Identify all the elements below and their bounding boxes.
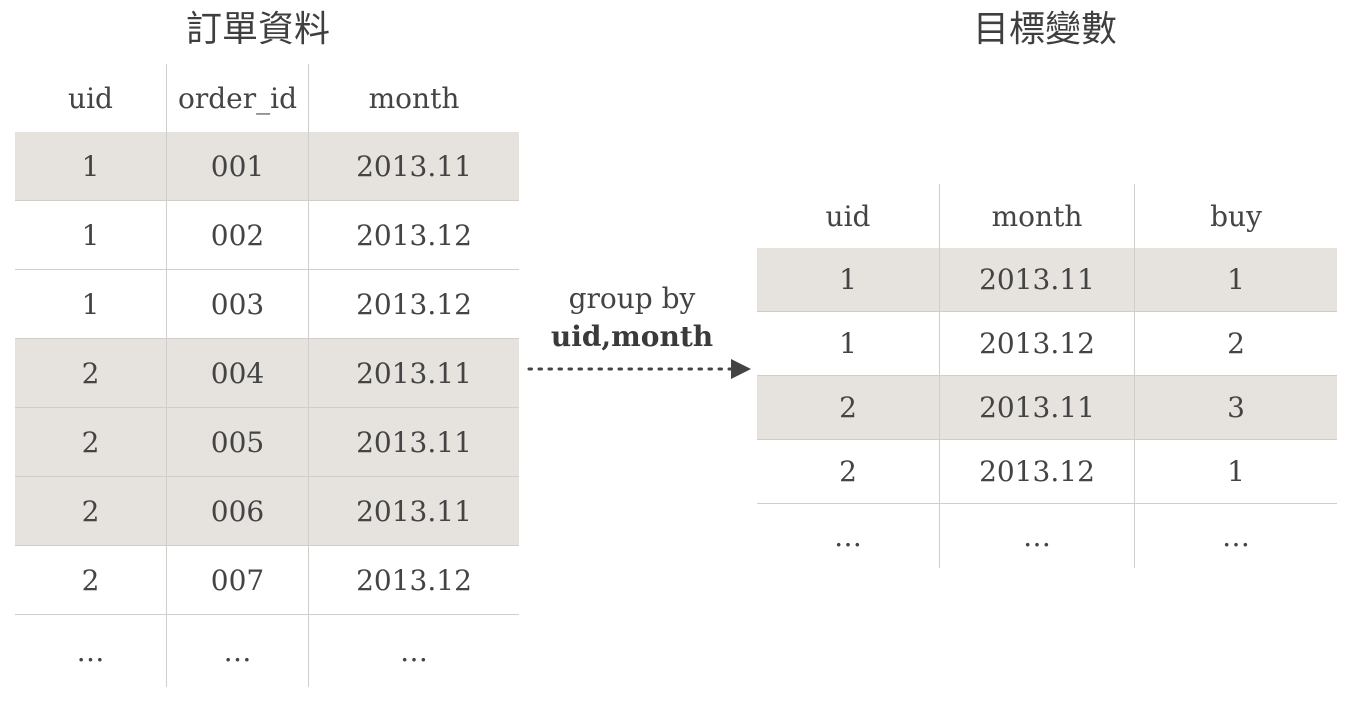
month-cell: 2013.11 <box>939 375 1135 440</box>
target-header-month: month <box>939 184 1135 248</box>
arrow-head-icon <box>731 359 751 379</box>
orders-header-month: month <box>308 64 519 132</box>
orders-header-row: uid order_id month <box>15 64 519 132</box>
target-header-uid: uid <box>757 184 940 248</box>
table-row: 2 2013.11 3 <box>757 375 1337 440</box>
target-variable-title: 目標變數 <box>973 9 1118 50</box>
buy-cell: 2 <box>1134 311 1337 376</box>
month-cell: 2013.11 <box>308 132 519 201</box>
buy-cell: … <box>1134 503 1337 568</box>
order-id-cell: 004 <box>166 338 309 408</box>
orders-header-uid: uid <box>15 64 167 132</box>
table-row: 1 2013.11 1 <box>757 248 1337 312</box>
dotted-arrow-icon <box>527 359 751 379</box>
table-row: 2 006 2013.11 <box>15 476 519 546</box>
month-cell: 2013.11 <box>308 476 519 546</box>
table-row: 2 005 2013.11 <box>15 407 519 477</box>
order-id-cell: … <box>166 614 309 687</box>
order-id-cell: 007 <box>166 545 309 615</box>
month-cell: 2013.12 <box>308 200 519 270</box>
month-cell: 2013.12 <box>308 545 519 615</box>
group-by-label: group by uid,month <box>528 280 736 356</box>
uid-cell: 2 <box>15 545 167 615</box>
buy-cell: 1 <box>1134 439 1337 504</box>
uid-cell: 1 <box>757 311 940 376</box>
buy-cell: 1 <box>1134 248 1337 312</box>
uid-cell: 2 <box>757 439 940 504</box>
order-id-cell: 002 <box>166 200 309 270</box>
month-cell: 2013.11 <box>939 248 1135 312</box>
table-row: 1 003 2013.12 <box>15 269 519 339</box>
target-table: uid month buy 1 2013.11 1 1 2013.12 2 2 … <box>757 184 1337 568</box>
table-row: 2 2013.12 1 <box>757 439 1337 504</box>
table-row-ellipsis: … … … <box>15 614 519 687</box>
month-cell: 2013.12 <box>939 311 1135 376</box>
uid-cell: 1 <box>757 248 940 312</box>
target-header-buy: buy <box>1134 184 1337 248</box>
uid-cell: 1 <box>15 269 167 339</box>
group-by-keys: uid,month <box>550 320 714 353</box>
orders-header-order-id: order_id <box>166 64 309 132</box>
order-id-cell: 001 <box>166 132 309 201</box>
uid-cell: 1 <box>15 132 167 201</box>
table-row: 2 004 2013.11 <box>15 338 519 408</box>
table-row: 1 002 2013.12 <box>15 200 519 270</box>
orders-table: uid order_id month 1 001 2013.11 1 002 2… <box>15 64 519 687</box>
order-id-cell: 005 <box>166 407 309 477</box>
month-cell: 2013.11 <box>308 338 519 408</box>
month-cell: 2013.12 <box>308 269 519 339</box>
month-cell: 2013.12 <box>939 439 1135 504</box>
order-id-cell: 006 <box>166 476 309 546</box>
uid-cell: … <box>15 614 167 687</box>
uid-cell: 2 <box>15 407 167 477</box>
month-cell: … <box>939 503 1135 568</box>
table-row: 1 2013.12 2 <box>757 311 1337 376</box>
uid-cell: 2 <box>757 375 940 440</box>
orders-data-title: 訂單資料 <box>186 9 331 50</box>
month-cell: … <box>308 614 519 687</box>
table-row-ellipsis: … … … <box>757 503 1337 568</box>
uid-cell: 2 <box>15 476 167 546</box>
target-header-row: uid month buy <box>757 184 1337 248</box>
table-row: 2 007 2013.12 <box>15 545 519 615</box>
uid-cell: 2 <box>15 338 167 408</box>
buy-cell: 3 <box>1134 375 1337 440</box>
uid-cell: … <box>757 503 940 568</box>
group-by-text: group by <box>568 282 696 315</box>
uid-cell: 1 <box>15 200 167 270</box>
month-cell: 2013.11 <box>308 407 519 477</box>
table-row: 1 001 2013.11 <box>15 132 519 201</box>
order-id-cell: 003 <box>166 269 309 339</box>
